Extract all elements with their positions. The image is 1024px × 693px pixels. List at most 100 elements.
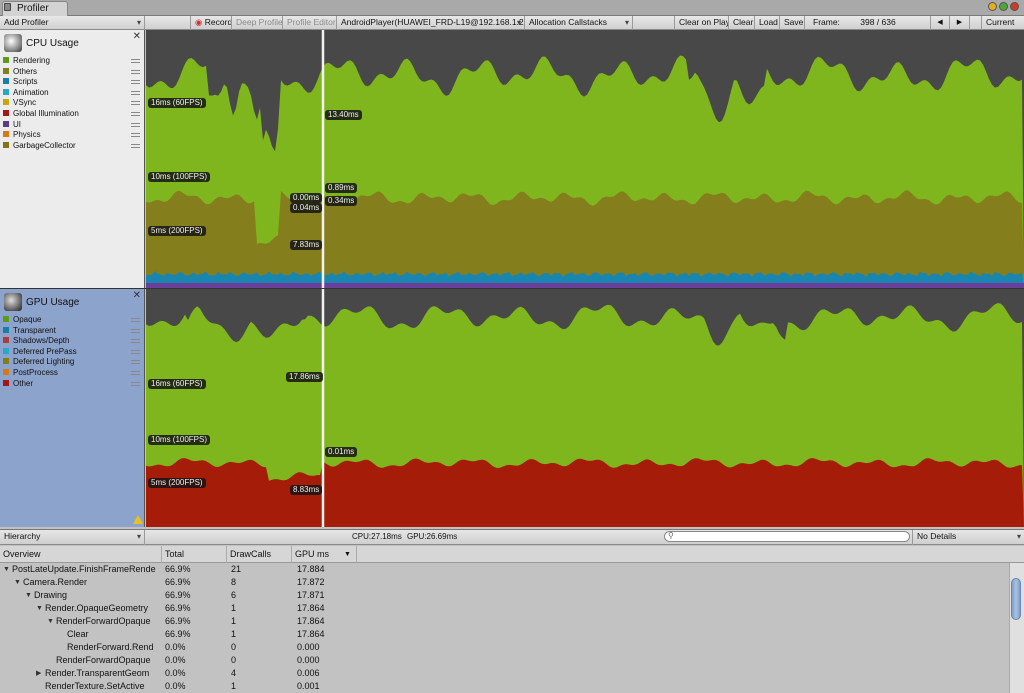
row-name: Clear — [67, 629, 89, 639]
current-frame-button[interactable]: Current — [981, 16, 1024, 30]
cpu-legend-item[interactable]: GarbageCollector — [3, 141, 143, 152]
load-button[interactable]: Load — [755, 16, 780, 30]
legend-swatch — [3, 57, 9, 63]
row-total: 66.9% — [165, 564, 191, 574]
close-icon[interactable]: ✕ — [132, 290, 141, 301]
cpu-legend-item[interactable]: VSync — [3, 98, 143, 109]
row-gpu-ms: 17.864 — [297, 616, 325, 626]
profiler-toolbar: Add Profiler ◉ Record Deep Profile Profi… — [0, 16, 1024, 30]
close-window-icon[interactable] — [1010, 2, 1019, 11]
deep-profile-button[interactable]: Deep Profile — [232, 16, 283, 30]
gpu-time-readout: GPU:26.69ms — [407, 532, 458, 541]
drag-handle-icon[interactable] — [131, 101, 140, 106]
cpu-legend-item[interactable]: Scripts — [3, 77, 143, 88]
profile-editor-label: Profile Editor — [287, 17, 336, 27]
collapse-arrow-icon[interactable]: ▶ — [36, 670, 42, 677]
save-button[interactable]: Save — [780, 16, 805, 30]
table-row[interactable]: ▼ Camera.Render 66.9% 8 17.872 — [0, 576, 1009, 589]
gpu-legend-item[interactable]: Shadows/Depth — [3, 336, 143, 347]
selection-value: 7.83ms — [290, 240, 323, 250]
add-profiler-dropdown[interactable]: Add Profiler — [0, 16, 145, 30]
gpu-legend-item[interactable]: Transparent — [3, 326, 143, 337]
scrollbar-thumb[interactable] — [1011, 578, 1021, 620]
drag-handle-icon[interactable] — [131, 143, 140, 148]
gpu-module-panel[interactable]: GPU Usage ✕ Opaque Transparent Shadows/Dep… — [0, 289, 145, 527]
drag-handle-icon[interactable] — [131, 360, 140, 365]
gpu-legend-item[interactable]: PostProcess — [3, 368, 143, 379]
clear-on-play-button[interactable]: Clear on Play — [674, 16, 729, 30]
selection-value: 0.89ms — [325, 183, 358, 193]
allocation-label: Allocation Callstacks — [529, 17, 607, 27]
drag-handle-icon[interactable] — [131, 349, 140, 354]
table-row[interactable]: RenderForward.Rend 0.0% 0 0.000 — [0, 641, 1009, 654]
drag-handle-icon[interactable] — [131, 90, 140, 95]
gpu-legend-item[interactable]: Other — [3, 379, 143, 390]
expand-arrow-icon[interactable]: ▼ — [36, 605, 43, 612]
gpu-legend-item[interactable]: Deferred Lighting — [3, 357, 143, 368]
target-player-dropdown[interactable]: AndroidPlayer(HUAWEI_FRD-L19@192.168.1.2… — [337, 16, 525, 30]
row-gpu-ms: 0.001 — [297, 681, 320, 691]
table-row[interactable]: ▼ PostLateUpdate.FinishFrameRende 66.9% 21 1… — [0, 563, 1009, 576]
gpu-legend-item[interactable]: Opaque — [3, 315, 143, 326]
drag-handle-icon[interactable] — [131, 381, 140, 386]
table-row[interactable]: ▶ Render.TransparentGeom 0.0% 4 0.006 — [0, 667, 1009, 680]
clear-button[interactable]: Clear — [729, 16, 755, 30]
gpu-usage-chart[interactable]: 16ms (60FPS) 10ms (100FPS) 5ms (200FPS) … — [146, 289, 1024, 527]
drag-handle-icon[interactable] — [131, 371, 140, 375]
gpu-legend-item[interactable]: Deferred PrePass — [3, 347, 143, 358]
drag-handle-icon[interactable] — [131, 318, 140, 322]
expand-arrow-icon[interactable]: ▼ — [14, 579, 21, 586]
profiler-tab[interactable]: Profiler — [2, 1, 68, 16]
cpu-legend-item[interactable]: Animation — [3, 88, 143, 99]
drag-handle-icon[interactable] — [131, 133, 140, 138]
table-row[interactable]: ▼ Render.OpaqueGeometry 66.9% 1 17.864 — [0, 602, 1009, 615]
column-drawcalls[interactable]: DrawCalls — [227, 546, 292, 563]
expand-arrow-icon[interactable]: ▼ — [25, 592, 32, 599]
cpu-legend-item[interactable]: Others — [3, 67, 143, 78]
row-name: Render.OpaqueGeometry — [45, 603, 149, 613]
legend-swatch — [3, 316, 9, 322]
close-icon[interactable]: ✕ — [132, 31, 141, 42]
table-row[interactable]: ▼ Drawing 66.9% 6 17.871 — [0, 589, 1009, 602]
cpu-usage-chart[interactable]: 16ms (60FPS) 10ms (100FPS) 5ms (200FPS) … — [146, 30, 1024, 288]
cpu-legend-item[interactable]: UI — [3, 120, 143, 131]
gpu-other-area — [146, 458, 1024, 527]
cpu-legend-item[interactable]: Physics — [3, 130, 143, 141]
row-name: Camera.Render — [23, 577, 88, 587]
table-row[interactable]: Clear 66.9% 1 17.864 — [0, 628, 1009, 641]
column-overview[interactable]: Overview — [0, 546, 162, 563]
next-frame-button[interactable]: ▶ — [950, 16, 970, 30]
drag-handle-icon[interactable] — [131, 328, 140, 333]
cpu-ui-area — [146, 283, 1024, 288]
allocation-callstacks-dropdown[interactable]: Allocation Callstacks — [525, 16, 633, 30]
maximize-icon[interactable] — [999, 2, 1008, 11]
drag-handle-icon[interactable] — [131, 59, 140, 63]
details-mode-dropdown[interactable]: No Details — [912, 530, 1024, 545]
drag-handle-icon[interactable] — [131, 69, 140, 74]
previous-frame-button[interactable]: ◀ — [930, 16, 950, 30]
table-row[interactable]: RenderForwardOpaque 0.0% 0 0.000 — [0, 654, 1009, 667]
column-gpu-ms[interactable]: GPU ms ▼ — [292, 546, 357, 563]
cpu-module-panel[interactable]: CPU Usage ✕ Rendering Others Scripts Animat… — [0, 30, 145, 288]
search-input[interactable]: ⚲ — [664, 531, 910, 542]
expand-arrow-icon[interactable]: ▼ — [47, 618, 54, 625]
hierarchy-header: Overview Total DrawCalls GPU ms ▼ — [0, 546, 1024, 563]
cpu-legend-item[interactable]: Global Illumination — [3, 109, 143, 120]
cpu-legend-item[interactable]: Rendering — [3, 56, 143, 67]
hierarchy-list[interactable]: ▼ PostLateUpdate.FinishFrameRende 66.9% 21 1… — [0, 563, 1009, 693]
column-total[interactable]: Total — [162, 546, 227, 563]
record-button[interactable]: ◉ Record — [190, 16, 232, 30]
table-row[interactable]: RenderTexture.SetActive 0.0% 1 0.001 — [0, 680, 1009, 693]
selection-value: 0.00ms — [290, 193, 323, 203]
drag-handle-icon[interactable] — [131, 112, 140, 116]
drag-handle-icon[interactable] — [131, 80, 140, 85]
expand-arrow-icon[interactable]: ▼ — [3, 566, 10, 573]
view-mode-dropdown[interactable]: Hierarchy — [0, 530, 145, 545]
drag-handle-icon[interactable] — [131, 339, 140, 344]
profile-editor-button[interactable]: Profile Editor — [283, 16, 337, 30]
fps60-label: 16ms (60FPS) — [148, 98, 206, 108]
warning-icon[interactable] — [133, 515, 143, 524]
drag-handle-icon[interactable] — [131, 122, 140, 127]
table-row[interactable]: ▼ RenderForwardOpaque 66.9% 1 17.864 — [0, 615, 1009, 628]
minimize-icon[interactable] — [988, 2, 997, 11]
